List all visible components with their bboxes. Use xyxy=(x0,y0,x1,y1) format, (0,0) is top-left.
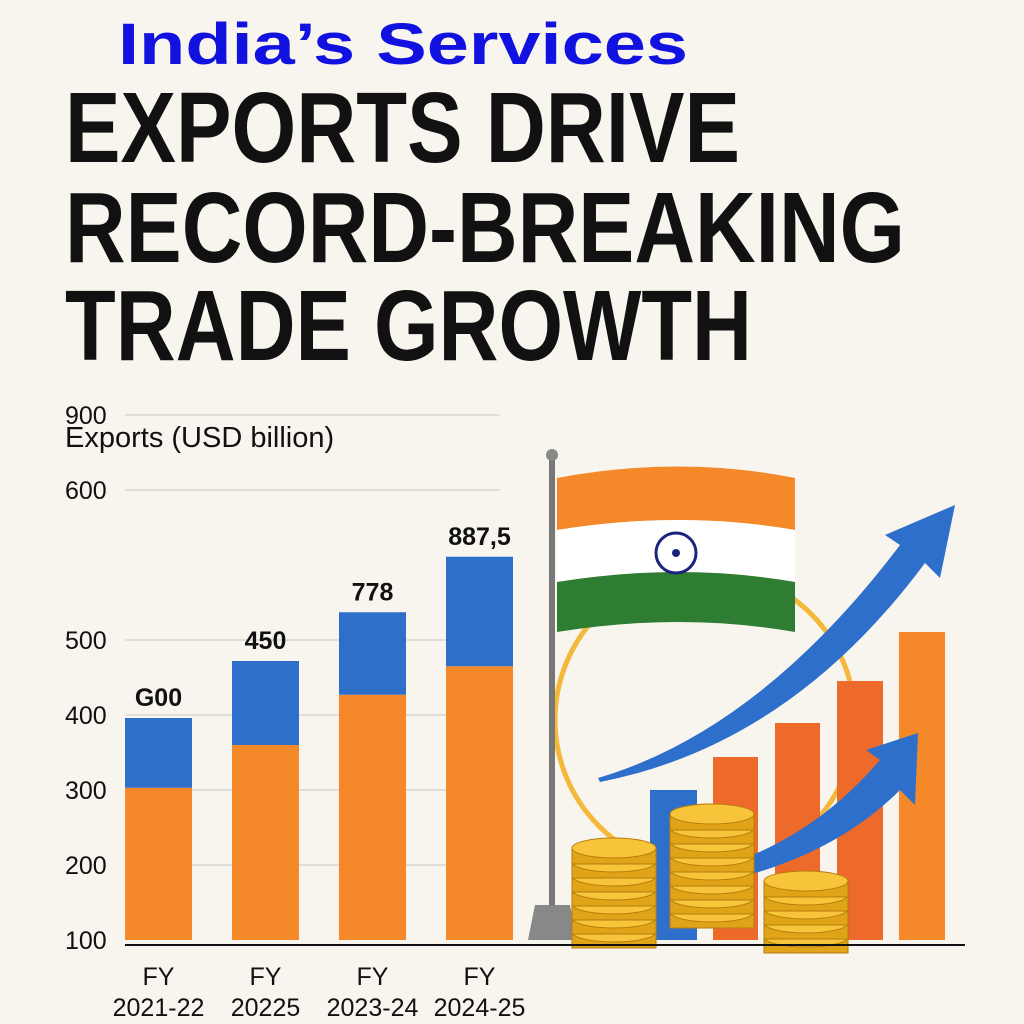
headline: EXPORTS DRIVE xyxy=(65,72,740,184)
y-tick-label: 900 xyxy=(65,402,107,430)
bar-segment xyxy=(446,556,513,667)
y-tick-label: 200 xyxy=(65,852,107,880)
bar-segment xyxy=(125,718,192,788)
bar-segment xyxy=(339,694,406,940)
y-axis-label: Exports (USD billion) xyxy=(65,422,334,454)
x-tick-label: 2024-25 xyxy=(434,994,526,1022)
arrow xyxy=(598,505,955,782)
headline: TRADE GROWTH xyxy=(65,270,752,382)
x-tick-label: FY xyxy=(357,963,389,991)
headline: RECORD-BREAKING xyxy=(65,172,905,284)
title: India’s Services xyxy=(118,12,688,77)
illustration xyxy=(528,449,955,954)
bar-segment xyxy=(232,745,299,940)
bar-segment xyxy=(446,666,513,940)
flag-stripe xyxy=(557,572,795,632)
total-label: 887,5 xyxy=(448,523,511,551)
flagpole-top xyxy=(546,449,558,461)
total-label: 778 xyxy=(352,578,394,606)
y-tick-label: 500 xyxy=(65,627,107,655)
y-tick-label: 600 xyxy=(65,477,107,505)
flagpole xyxy=(549,455,555,910)
bar-segment xyxy=(232,661,299,745)
chakra xyxy=(672,549,680,557)
coins xyxy=(571,803,849,954)
coin xyxy=(669,803,755,825)
x-tick-label: FY xyxy=(250,963,282,991)
coin xyxy=(763,870,849,892)
chakra xyxy=(654,531,698,575)
y-tick-label: 100 xyxy=(65,927,107,955)
x-tick-label: 2021-22 xyxy=(113,994,205,1022)
bar-chart: 100 200 300 400 500 600 900 FY 2021-22 G00 FY 20225… xyxy=(65,402,525,1022)
arrow xyxy=(740,733,918,876)
coin xyxy=(571,837,657,859)
flagpole-base xyxy=(528,905,577,940)
x-tick-label: 2023-24 xyxy=(327,994,419,1022)
y-tick-label: 300 xyxy=(65,777,107,805)
bar-segment xyxy=(339,612,406,695)
x-tick-label: 20225 xyxy=(231,994,301,1022)
flag-stripe xyxy=(557,466,795,530)
y-tick-label: 400 xyxy=(65,702,107,730)
x-tick-label: FY xyxy=(464,963,496,991)
total-label: G00 xyxy=(135,684,182,712)
bar-segment xyxy=(125,787,192,940)
total-label: 450 xyxy=(245,627,287,655)
x-tick-label: FY xyxy=(143,963,175,991)
